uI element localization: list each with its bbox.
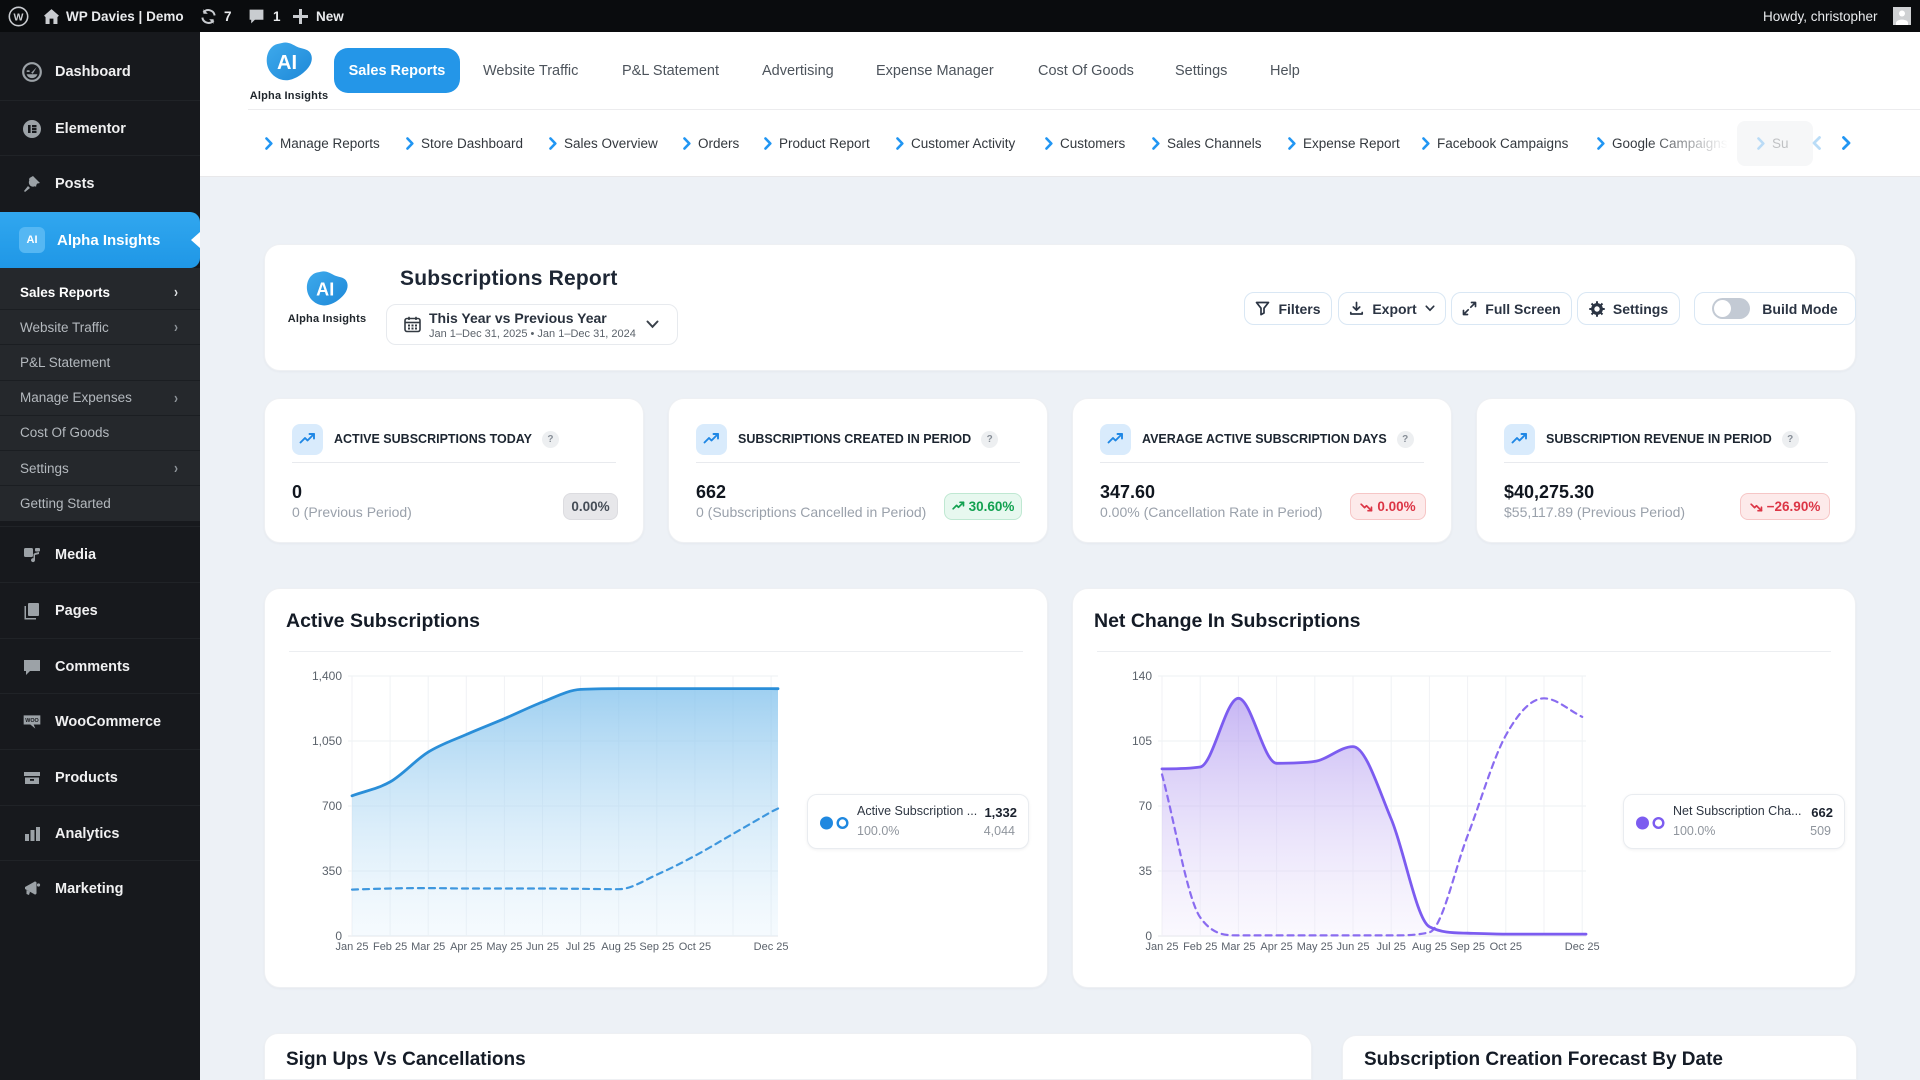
svg-text:AI: AI: [316, 279, 334, 299]
svg-text:AI: AI: [277, 52, 297, 74]
svg-text:WOO: WOO: [25, 718, 39, 724]
svg-text:May 25: May 25: [486, 941, 522, 953]
svg-text:0: 0: [335, 929, 342, 943]
svg-text:350: 350: [322, 864, 342, 878]
svg-text:105: 105: [1132, 734, 1152, 748]
svg-text:Dec 25: Dec 25: [1565, 941, 1600, 953]
svg-text:0: 0: [1145, 929, 1152, 943]
svg-text:Dec 25: Dec 25: [754, 941, 789, 953]
svg-text:Apr 25: Apr 25: [1260, 941, 1292, 953]
svg-text:Oct 25: Oct 25: [1490, 941, 1522, 953]
svg-text:Mar 25: Mar 25: [1221, 941, 1255, 953]
svg-text:140: 140: [1132, 669, 1152, 683]
svg-text:Jul 25: Jul 25: [566, 941, 595, 953]
svg-text:Sep 25: Sep 25: [639, 941, 674, 953]
svg-text:May 25: May 25: [1297, 941, 1333, 953]
svg-text:700: 700: [322, 799, 342, 813]
svg-text:Feb 25: Feb 25: [1183, 941, 1217, 953]
svg-text:70: 70: [1139, 799, 1153, 813]
svg-text:1,400: 1,400: [312, 669, 342, 683]
svg-text:Jul 25: Jul 25: [1377, 941, 1406, 953]
svg-text:Apr 25: Apr 25: [450, 941, 482, 953]
svg-text:Jan 25: Jan 25: [335, 941, 368, 953]
svg-text:Jun 25: Jun 25: [526, 941, 559, 953]
svg-text:Jun 25: Jun 25: [1336, 941, 1369, 953]
svg-text:Aug 25: Aug 25: [1412, 941, 1447, 953]
svg-text:1,050: 1,050: [312, 734, 342, 748]
svg-text:Jan 25: Jan 25: [1145, 941, 1178, 953]
svg-text:Feb 25: Feb 25: [373, 941, 407, 953]
svg-text:Aug 25: Aug 25: [601, 941, 636, 953]
svg-text:35: 35: [1139, 864, 1153, 878]
svg-text:Sep 25: Sep 25: [1450, 941, 1485, 953]
svg-text:W: W: [14, 11, 24, 23]
svg-text:Oct 25: Oct 25: [679, 941, 711, 953]
svg-text:Mar 25: Mar 25: [411, 941, 445, 953]
